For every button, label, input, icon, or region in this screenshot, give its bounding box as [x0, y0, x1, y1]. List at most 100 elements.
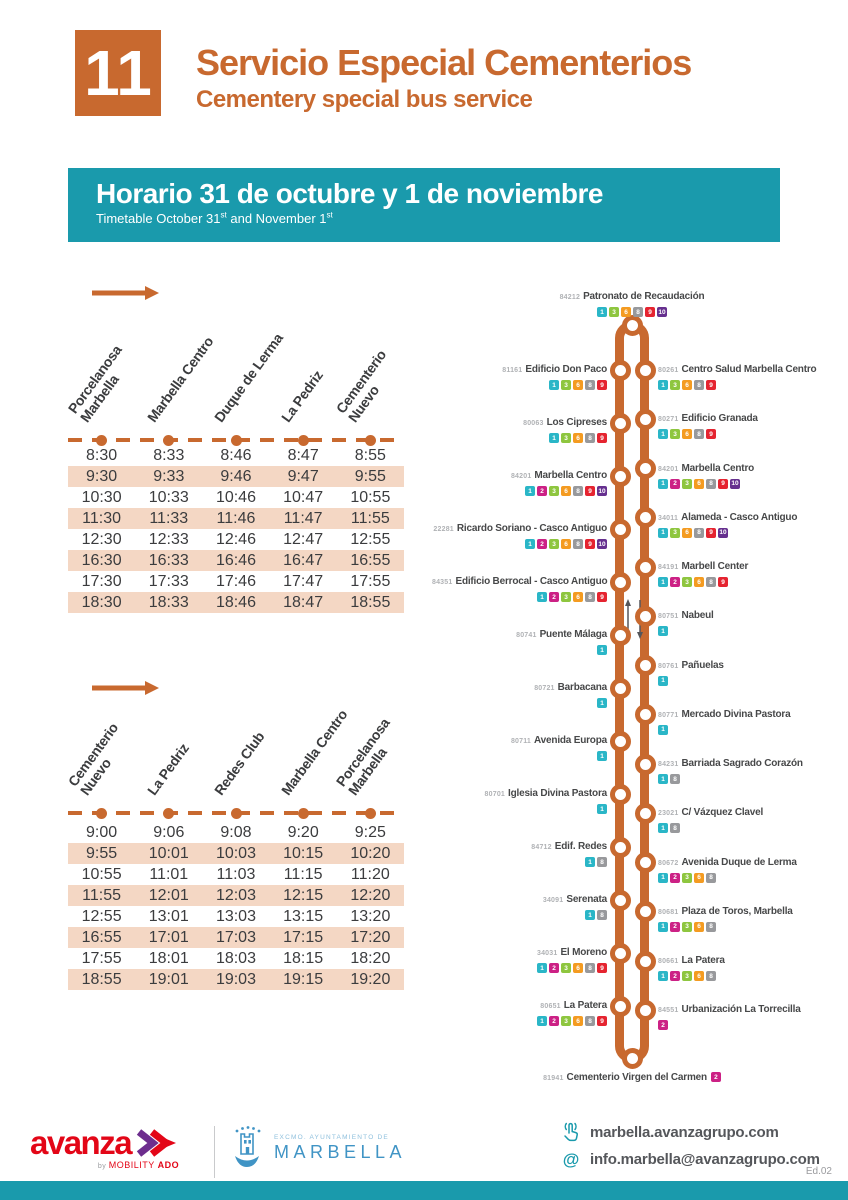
timetable-row: 12:30 12:33 12:46 12:47 12:55 [68, 529, 404, 550]
marbella-crest-icon [235, 1126, 261, 1167]
timetable-row: 11:30 11:33 11:46 11:47 11:55 [68, 508, 404, 529]
line-badges: 1 2 3 6 8 9 10 [511, 486, 607, 496]
time-cell: 12:20 [350, 886, 391, 904]
footer-divider [214, 1126, 215, 1178]
map-stop-top: 84212 Patronato de Recaudación 1 3 6 8 9 10 [482, 288, 782, 317]
stop-dot [96, 807, 108, 819]
line-6-badge: 6 [573, 1016, 583, 1026]
stop-code: 80771 [658, 711, 679, 719]
line-badges: 1 [511, 751, 607, 761]
stop-code: 84231 [658, 761, 679, 768]
line-8-badge: 8 [706, 971, 716, 981]
stop-label: 34031 El Moreno [537, 944, 607, 960]
time-cell: 12:55 [81, 907, 122, 925]
map-stop-left: 34031 El Moreno 1 2 3 6 8 9 [537, 944, 607, 973]
stop-dot [96, 434, 108, 446]
stop-code: 81941 [543, 1075, 564, 1082]
stop-label: 84201 Marbella Centro [658, 460, 754, 476]
timetable-row: 9:30 9:33 9:46 9:47 9:55 [68, 466, 404, 487]
stop-marker [634, 556, 656, 578]
time-cell: 12:30 [81, 530, 122, 548]
line-1-badge: 1 [585, 910, 595, 920]
line-2-badge: 2 [710, 1072, 721, 1082]
time-cell: 17:55 [81, 949, 122, 967]
line-3-badge: 3 [670, 429, 680, 440]
stop-marker [621, 315, 643, 336]
route-map: 81161 Edificio Don Paco 1 3 6 8 9 80063 Los Cipr… [432, 280, 848, 1095]
stop-name: Alameda - Casco Antiguo [681, 511, 798, 523]
time-cell: 12:33 [148, 530, 189, 548]
time-cell: 17:47 [283, 572, 324, 590]
edition-label: Ed.02 [805, 1166, 832, 1177]
map-stop-right: 80672 Avenida Duque de Lerma 1 2 3 6 8 [658, 854, 797, 883]
line-badges: 1 3 6 8 9 10 [482, 307, 782, 317]
stop-header: Porcelanosa Marbella [64, 341, 125, 425]
stop-code: 84712 [531, 844, 552, 851]
line-8-badge: 8 [706, 872, 716, 883]
map-stop-left: 80651 La Patera 1 2 3 6 8 9 [537, 997, 607, 1026]
stop-code: 80651 [540, 1003, 561, 1010]
stop-header: Cementerio Nuevo [64, 719, 121, 798]
timetable-row: 16:55 17:01 17:03 17:15 17:20 [68, 927, 404, 948]
stop-code: 80681 [658, 908, 679, 916]
stop-name: La Patera [563, 1000, 607, 1011]
avanza-tagline: by MOBILITY ADO [97, 1160, 180, 1170]
stop-label: 80701 Iglesia Divina Pastora [485, 785, 608, 801]
stop-code: 80751 [658, 613, 679, 621]
time-cell: 13:01 [148, 907, 189, 925]
stop-code: 80271 [658, 416, 679, 424]
line-badges: 1 2 3 6 8 9 10 [658, 478, 754, 489]
stop-code: 84351 [432, 579, 453, 586]
stop-header: Cementerio Nuevo [333, 346, 390, 425]
time-cell: 9:20 [287, 823, 319, 841]
line-8-badge: 8 [670, 823, 680, 834]
stop-name: Ricardo Soriano - Casco Antiguo [456, 523, 607, 534]
stop-name: Marbella Centro [534, 470, 607, 481]
stop-code: 80711 [510, 738, 532, 745]
timetable-row: 18:30 18:33 18:46 18:47 18:55 [68, 592, 404, 613]
stop-code: 84201 [658, 465, 679, 473]
stop-code: 84551 [658, 1007, 679, 1015]
time-cell: 12:47 [283, 530, 324, 548]
avanza-wordmark: avanza [30, 1124, 133, 1161]
line-1-badge: 1 [658, 478, 668, 489]
line-1-badge: 1 [525, 486, 535, 496]
time-cell: 11:55 [82, 886, 122, 904]
stop-code: 22281 [433, 526, 454, 533]
line-badges: 2 [658, 1020, 801, 1031]
map-stop-right: 80771 Mercado Divina Pastora 1 [658, 706, 791, 735]
avanza-logo: avanza by MOBILITY ADO [30, 1126, 179, 1170]
marbella-small-text: EXCMO. AYUNTAMIENTO DE [274, 1133, 389, 1141]
stop-label: 80771 Mercado Divina Pastora [658, 706, 791, 722]
line-badges: 1 3 6 8 9 10 [658, 527, 797, 538]
time-cell: 10:46 [215, 488, 256, 506]
stop-name: Plaza de Toros, Marbella [681, 905, 793, 917]
time-cell: 10:01 [148, 844, 189, 862]
line-badges: 2 [710, 1072, 721, 1082]
time-cell: 13:15 [283, 907, 324, 925]
stop-label: 80721 Barbacana [534, 679, 607, 695]
line-1-badge: 1 [549, 380, 559, 390]
line-3-badge: 3 [670, 527, 680, 538]
map-stop-left: 84201 Marbella Centro 1 2 3 6 8 9 10 [511, 467, 607, 496]
stop-label: 84712 Edif. Redes [531, 838, 607, 854]
line-8-badge: 8 [585, 592, 595, 602]
time-cell: 12:46 [215, 530, 256, 548]
map-stop-right: 84551 Urbanización La Torrecilla 2 [658, 1001, 801, 1031]
line-8-badge: 8 [573, 486, 583, 496]
stop-marker [634, 655, 656, 676]
stop-marker [609, 518, 631, 540]
line-6-badge: 6 [682, 380, 692, 390]
time-cell: 19:15 [283, 970, 324, 988]
stop-code: 80661 [658, 958, 679, 965]
line-1-badge: 1 [658, 823, 668, 834]
time-cell: 16:30 [81, 551, 122, 569]
stop-marker [609, 889, 631, 911]
line-1-badge: 1 [658, 527, 668, 538]
map-stop-right: 80681 Plaza de Toros, Marbella 1 2 3 6 8 [658, 903, 793, 932]
line-badges: 1 [658, 626, 714, 637]
time-cell: 18:01 [148, 949, 189, 967]
line-10-badge: 10 [597, 539, 607, 549]
